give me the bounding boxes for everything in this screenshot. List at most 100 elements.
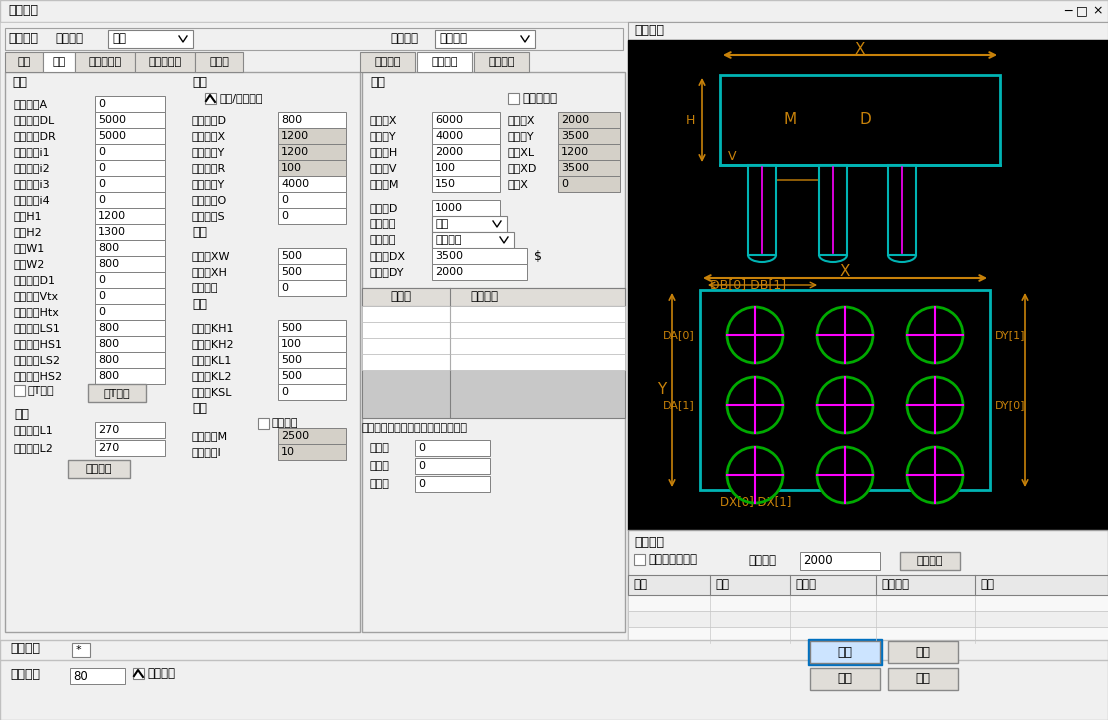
Text: 立柱直径D: 立柱直径D [192, 115, 227, 125]
Bar [75, 52, 135, 72]
Text: 桥墩构造: 桥墩构造 [8, 4, 38, 17]
Text: 桩基可通过表格输入任意布置形式。: 桩基可通过表格输入任意布置形式。 [362, 423, 468, 433]
Bar [95, 144, 165, 160]
Text: 左侧顶坡i1: 左侧顶坡i1 [14, 147, 51, 157]
Bar [278, 368, 346, 384]
Bar [720, 75, 1001, 165]
Bar [95, 192, 165, 208]
Text: 桩号: 桩号 [715, 578, 729, 592]
Bar [278, 128, 346, 144]
Bar [558, 160, 620, 176]
Circle shape [907, 447, 963, 503]
Text: 800: 800 [98, 371, 120, 381]
Text: 2000: 2000 [435, 147, 463, 157]
Text: 800: 800 [98, 355, 120, 365]
Bar [748, 165, 776, 255]
Text: 1200: 1200 [98, 211, 126, 221]
Text: 100: 100 [281, 163, 302, 173]
Bar [95, 208, 165, 224]
Bar [278, 176, 346, 192]
Bar [435, 30, 535, 48]
Text: 4000: 4000 [281, 179, 309, 189]
Circle shape [817, 377, 873, 433]
Text: 高度H2: 高度H2 [14, 227, 43, 237]
Text: 0: 0 [281, 195, 288, 205]
Text: 80: 80 [73, 670, 88, 683]
Text: 挡块宽KL2: 挡块宽KL2 [192, 371, 233, 381]
Bar [95, 422, 165, 438]
Text: 伸入长M: 伸入长M [370, 179, 400, 189]
Bar [417, 52, 472, 72]
Text: 2500: 2500 [281, 431, 309, 441]
Circle shape [727, 447, 783, 503]
Bar [95, 336, 165, 352]
Text: 双柱花瓶墩: 双柱花瓶墩 [148, 57, 182, 67]
Bar [278, 384, 346, 400]
Text: 立柱偏心S: 立柱偏心S [192, 211, 226, 221]
Bar [278, 192, 346, 208]
Bar [888, 641, 958, 663]
Bar [558, 144, 620, 160]
Text: 间距XD: 间距XD [507, 163, 537, 173]
Text: 0: 0 [561, 179, 568, 189]
Text: 0: 0 [98, 99, 105, 109]
Text: 800: 800 [98, 323, 120, 333]
Bar [278, 280, 346, 296]
Bar [432, 216, 507, 232]
Text: 哑铃型承台: 哑铃型承台 [522, 92, 557, 105]
Bar [628, 595, 1108, 611]
Bar [95, 304, 165, 320]
Text: X: X [840, 264, 850, 279]
Text: 800: 800 [98, 259, 120, 269]
Bar [95, 224, 165, 240]
Text: 100: 100 [281, 339, 302, 349]
Text: 左侧底坡i3: 左侧底坡i3 [14, 179, 51, 189]
Bar [278, 208, 346, 224]
Text: 图形示例: 图形示例 [634, 24, 664, 37]
Text: 桩直径D: 桩直径D [370, 203, 399, 213]
Text: $: $ [534, 250, 542, 263]
Bar [416, 440, 490, 456]
Text: 1000: 1000 [435, 203, 463, 213]
Bar [6, 28, 623, 50]
Bar [0, 640, 1108, 720]
Text: 显示钢筋: 显示钢筋 [147, 667, 175, 680]
Text: 采用自定义路线: 采用自定义路线 [648, 553, 697, 566]
Bar [808, 639, 882, 665]
Text: 盖梁: 盖梁 [112, 32, 126, 45]
Bar [362, 354, 625, 370]
Text: 布桩形式: 布桩形式 [370, 235, 397, 245]
Bar [0, 0, 1108, 22]
Bar [278, 160, 346, 176]
Bar [800, 552, 880, 570]
Bar [432, 248, 527, 264]
Text: 桥墩类型: 桥墩类型 [55, 32, 83, 45]
Text: 立柱倒角R: 立柱倒角R [192, 163, 226, 173]
Circle shape [727, 307, 783, 363]
Text: 纵偏心: 纵偏心 [370, 461, 390, 471]
Text: DX[0] DX[1]: DX[0] DX[1] [720, 495, 791, 508]
Text: DA[1]: DA[1] [664, 400, 695, 410]
Text: 桩间距DY: 桩间距DY [370, 267, 404, 277]
Bar [432, 144, 500, 160]
Bar [888, 165, 916, 255]
Text: 挡块高KH2: 挡块高KH2 [192, 339, 235, 349]
Text: 矩形布置: 矩形布置 [437, 235, 462, 245]
Text: 行间距: 行间距 [390, 290, 411, 304]
Text: 打开: 打开 [838, 672, 852, 685]
Bar [628, 22, 1108, 40]
Text: 1200: 1200 [281, 147, 309, 157]
Bar [432, 176, 500, 192]
Text: 0: 0 [98, 179, 105, 189]
Bar [558, 112, 620, 128]
Bar [278, 112, 346, 128]
Text: 2000: 2000 [803, 554, 832, 567]
Bar [278, 444, 346, 460]
Bar [278, 264, 346, 280]
Bar [95, 160, 165, 176]
Bar [95, 240, 165, 256]
Text: 10: 10 [281, 447, 295, 457]
Bar [888, 668, 958, 690]
Text: 立柱中心O: 立柱中心O [192, 195, 227, 205]
Text: 桩柱基础: 桩柱基础 [375, 57, 401, 67]
